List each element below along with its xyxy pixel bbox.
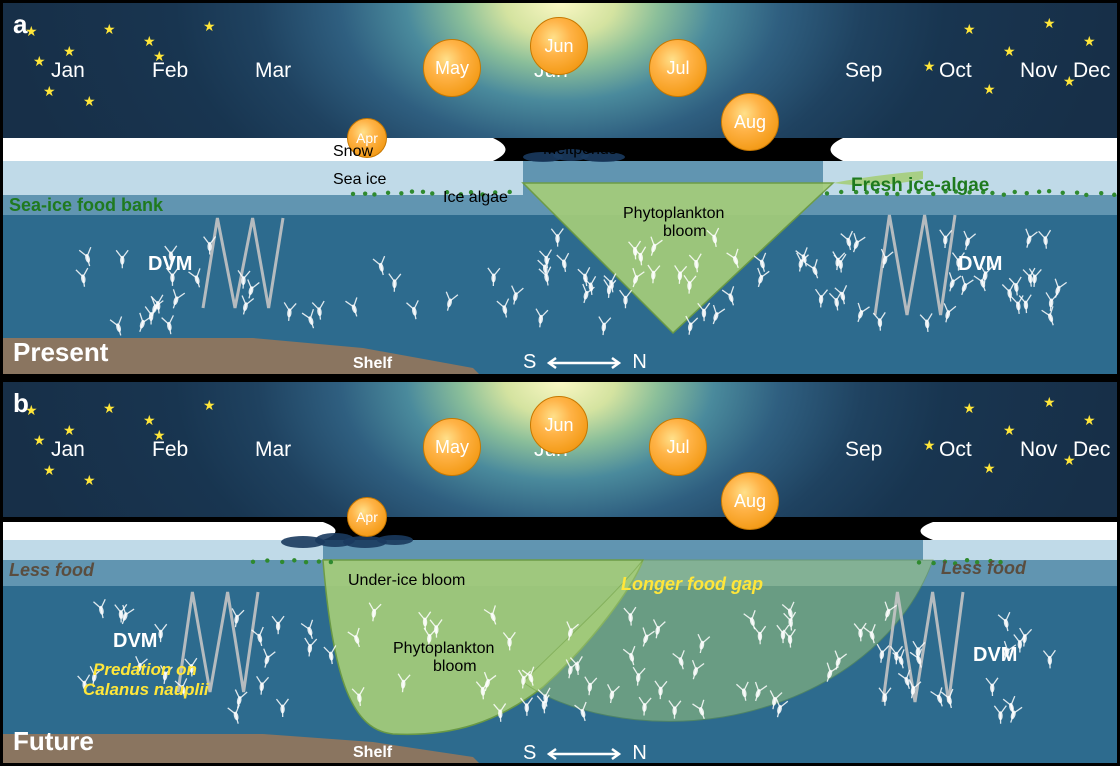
- label-foodbank: Sea-ice food bank: [9, 195, 163, 216]
- label-dvm1: DVM: [148, 253, 192, 276]
- label-underice: Under-ice bloom: [348, 572, 465, 590]
- label-freshalg: Fresh ice-algae: [851, 175, 989, 197]
- sun-aug: Aug: [721, 472, 779, 530]
- label-phyto2: bloom: [663, 223, 707, 241]
- month-label: Oct: [939, 438, 972, 462]
- sun-jul: Jul: [649, 418, 707, 476]
- month-label: Dec: [1073, 59, 1110, 83]
- sun-jul: Jul: [649, 39, 707, 97]
- month-label: Sep: [845, 59, 882, 83]
- sun-apr: Apr: [347, 497, 387, 537]
- label-phyto2: bloom: [433, 658, 477, 676]
- panel-b: SNJanFebMarMayJunJulSepOctNovDecAprMayJu…: [1, 380, 1119, 765]
- month-label: Sep: [845, 438, 882, 462]
- label-shelf: Shelf: [353, 744, 392, 762]
- month-label: Jan: [51, 438, 85, 462]
- south-north-arrow: SN: [523, 351, 647, 374]
- month-label: Oct: [939, 59, 972, 83]
- label-phyto: Phytoplankton: [623, 205, 724, 223]
- sun-may: May: [423, 418, 481, 476]
- label-shelf: Shelf: [353, 355, 392, 373]
- label-longergap: Longer food gap: [621, 574, 763, 595]
- label-phyto: Phytoplankton: [393, 640, 494, 658]
- south-north-arrow: SN: [523, 742, 647, 765]
- month-label: Mar: [255, 438, 291, 462]
- label-meltponds: Meltponds: [543, 141, 617, 159]
- panel-a: SNJanFebMarMayJunJulSepOctNovDecAprMayJu…: [1, 1, 1119, 376]
- label-pred2: Calanus nauplii: [83, 680, 209, 700]
- month-label: Mar: [255, 59, 291, 83]
- month-label: Dec: [1073, 438, 1110, 462]
- sun-may: May: [423, 39, 481, 97]
- month-label: Feb: [152, 59, 188, 83]
- sun-jun: Jun: [530, 17, 588, 75]
- label-lessfood2: Less food: [941, 558, 1026, 579]
- label-lessfood1: Less food: [9, 560, 94, 581]
- label-dvm2: DVM: [958, 253, 1002, 276]
- panel-title: Future: [13, 726, 94, 757]
- month-label: Nov: [1020, 59, 1057, 83]
- month-label: Feb: [152, 438, 188, 462]
- sun-jun: Jun: [530, 396, 588, 454]
- sun-aug: Aug: [721, 93, 779, 151]
- label-seaice: Sea ice: [333, 171, 386, 189]
- label-pred1: Predation on: [93, 660, 197, 680]
- label-dvm1: DVM: [113, 630, 157, 653]
- label-dvm2: DVM: [973, 644, 1017, 667]
- label-icealgae: Ice algae: [443, 189, 508, 207]
- panel-title: Present: [13, 337, 108, 368]
- panel-letter: a: [13, 9, 27, 40]
- month-label: Jan: [51, 59, 85, 83]
- label-snow: Snow: [333, 143, 373, 161]
- month-label: Nov: [1020, 438, 1057, 462]
- panel-letter: b: [13, 388, 29, 419]
